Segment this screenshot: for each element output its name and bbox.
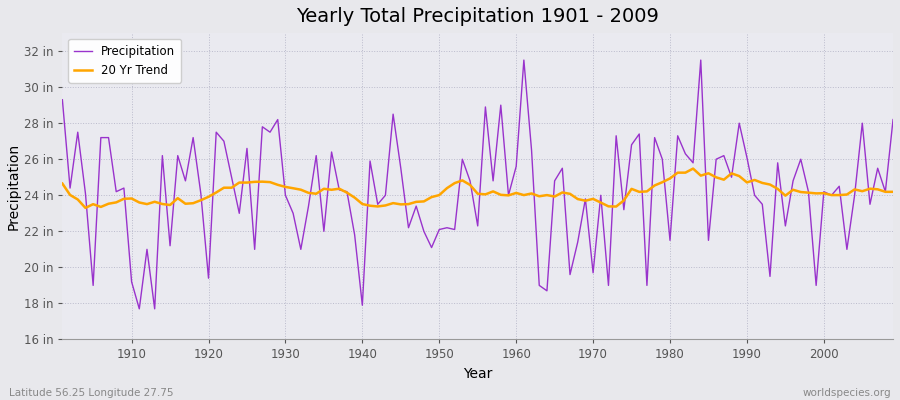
Precipitation [618,207,629,212]
Precipitation [887,117,898,122]
20 Yr Trend [80,206,91,210]
Line: Precipitation: Precipitation [62,60,893,309]
Y-axis label: Precipitation: Precipitation [7,143,21,230]
20 Yr Trend [57,181,68,186]
20 Yr Trend [342,190,353,195]
20 Yr Trend [126,196,137,201]
Text: worldspecies.org: worldspecies.org [803,388,891,398]
20 Yr Trend [688,166,698,171]
20 Yr Trend [511,190,522,195]
Legend: Precipitation, 20 Yr Trend: Precipitation, 20 Yr Trend [68,39,182,83]
Precipitation [134,306,145,311]
Line: 20 Yr Trend: 20 Yr Trend [62,168,893,208]
Precipitation [518,58,529,62]
20 Yr Trend [887,190,898,194]
Precipitation [57,97,68,102]
Precipitation [511,164,522,169]
Precipitation [295,247,306,252]
Precipitation [119,186,130,190]
20 Yr Trend [611,204,622,209]
Text: Latitude 56.25 Longitude 27.75: Latitude 56.25 Longitude 27.75 [9,388,174,398]
20 Yr Trend [295,187,306,192]
X-axis label: Year: Year [463,367,492,381]
Title: Yearly Total Precipitation 1901 - 2009: Yearly Total Precipitation 1901 - 2009 [296,7,659,26]
Precipitation [526,148,537,153]
20 Yr Trend [518,193,529,198]
Precipitation [342,189,353,194]
